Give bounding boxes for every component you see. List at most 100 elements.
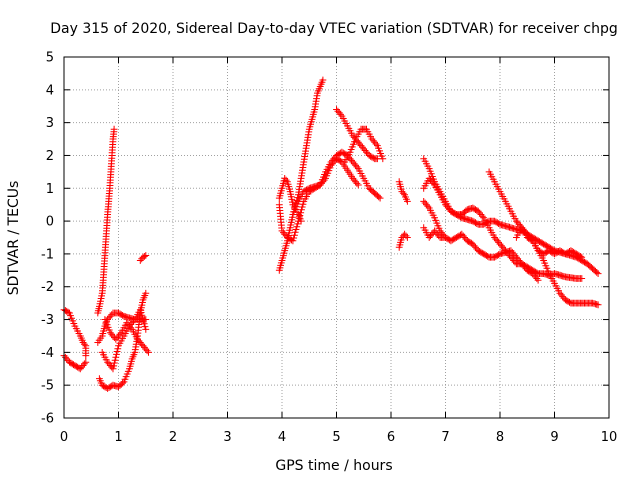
data-point — [290, 234, 298, 242]
x-tick-label: 5 — [332, 430, 340, 445]
data-point — [440, 232, 448, 240]
data-point — [469, 204, 477, 212]
data-point — [575, 252, 583, 259]
data-point — [127, 324, 135, 332]
data-point — [294, 220, 301, 228]
data-point — [458, 230, 466, 238]
y-tick-label: 2 — [46, 149, 54, 164]
data-point — [338, 148, 346, 156]
grid-lines — [64, 57, 609, 418]
data-point — [578, 253, 586, 261]
data-point — [401, 230, 408, 238]
x-tick-label: 0 — [60, 430, 68, 445]
data-point — [404, 234, 411, 241]
data-point — [451, 210, 459, 218]
data-point — [429, 180, 437, 187]
y-tick-label: 5 — [46, 51, 54, 66]
data-point — [534, 276, 542, 284]
data-point — [139, 253, 147, 261]
data-point — [136, 306, 144, 314]
data-point — [82, 352, 90, 359]
data-point — [353, 180, 361, 187]
data-point — [491, 234, 498, 241]
x-tick-label: 4 — [278, 430, 286, 445]
data-point — [291, 231, 298, 239]
data-point — [138, 311, 146, 319]
data-point — [527, 266, 535, 273]
x-tick-label: 9 — [550, 430, 558, 445]
data-point — [542, 242, 550, 250]
data-point — [510, 257, 517, 264]
data-point — [291, 228, 299, 236]
y-tick-label: 1 — [46, 182, 54, 197]
data-point — [124, 321, 132, 328]
data-point — [491, 217, 498, 225]
data-point — [462, 207, 470, 215]
data-point — [402, 232, 410, 240]
data-point — [291, 205, 298, 213]
data-point — [372, 140, 380, 148]
data-point — [140, 317, 147, 325]
data-point — [135, 337, 143, 345]
data-point — [327, 161, 335, 169]
axis-ticks: 0 1 2 3 4 5 6 7 8 9 10 -6 -5 -4 -3 -2 -1 0 1 2 3 4 5 — [41, 51, 617, 446]
data-point — [299, 200, 307, 208]
data-point — [593, 269, 601, 276]
data-point — [113, 348, 121, 355]
data-point — [117, 311, 125, 318]
data-point — [495, 251, 502, 259]
data-point — [137, 309, 145, 316]
data-point — [466, 239, 474, 246]
data-point — [556, 289, 564, 297]
x-tick-label: 3 — [223, 430, 231, 445]
y-axis-title: SDTVAR / TECUs — [6, 181, 22, 296]
data-point — [484, 253, 492, 260]
data-point — [436, 227, 444, 235]
data-point — [469, 217, 477, 225]
data-point — [337, 111, 344, 118]
data-point — [116, 330, 124, 338]
data-point — [534, 247, 542, 254]
data-point — [294, 194, 301, 201]
data-point — [523, 263, 531, 271]
x-axis-title: GPS time / hours — [275, 458, 392, 474]
data-point — [399, 189, 407, 197]
data-point — [142, 252, 150, 259]
data-point — [502, 247, 509, 254]
data-point — [82, 358, 90, 366]
data-point — [292, 199, 300, 207]
data-point — [538, 239, 546, 247]
data-point — [357, 142, 365, 149]
data-point — [451, 234, 459, 242]
data-point — [298, 203, 306, 211]
data-point — [297, 217, 305, 225]
data-point — [320, 176, 328, 184]
data-point — [319, 76, 327, 84]
data-point — [527, 236, 535, 244]
data-point — [303, 186, 310, 194]
data-point — [293, 223, 301, 231]
data-point — [139, 342, 147, 350]
data-point — [111, 356, 119, 364]
data-point — [110, 362, 118, 370]
data-point — [114, 345, 122, 353]
y-tick-label: 4 — [46, 83, 54, 98]
data-point — [477, 211, 485, 218]
data-point — [594, 270, 602, 277]
data-point — [119, 379, 126, 387]
data-point — [145, 349, 152, 356]
chart-title: Day 315 of 2020, Sidereal Day-to-day VTE… — [50, 21, 618, 37]
data-point — [140, 320, 148, 328]
data-point — [293, 197, 301, 204]
data-point — [564, 298, 572, 305]
x-tick-label: 2 — [169, 430, 177, 445]
x-tick-label: 8 — [496, 430, 504, 445]
data-point — [523, 234, 531, 241]
data-point — [111, 359, 118, 367]
data-point — [571, 249, 579, 257]
data-point — [109, 365, 117, 373]
x-tick-label: 1 — [114, 430, 122, 445]
data-point — [491, 253, 498, 261]
data-point — [360, 145, 368, 153]
data-point — [495, 220, 502, 227]
